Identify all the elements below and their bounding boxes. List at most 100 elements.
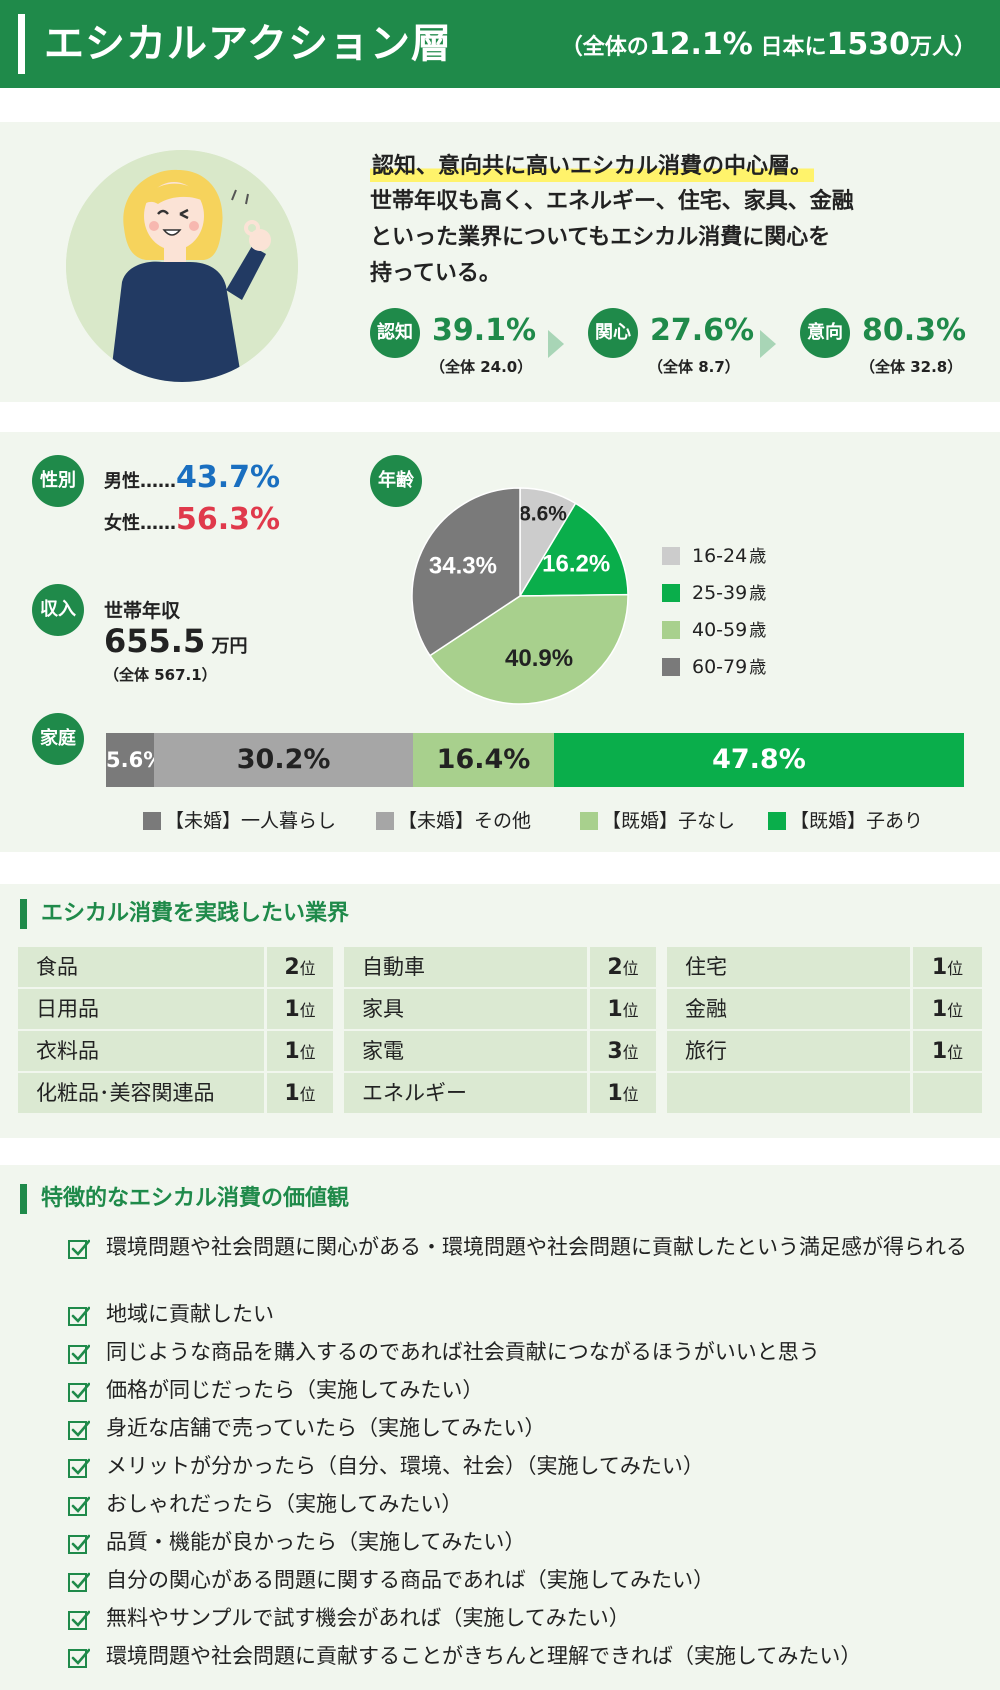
legend-swatch	[768, 812, 786, 830]
legend-unit: 歳	[749, 658, 767, 678]
legend-swatch	[376, 812, 394, 830]
age-tag: 年齢	[370, 455, 422, 507]
pie-slice-label: 16.2%	[542, 551, 610, 578]
rank-number: 2	[607, 955, 623, 980]
industry-rank-cell: 1位	[590, 989, 656, 1029]
legend-swatch	[662, 584, 680, 602]
industry-rank-cell	[913, 1073, 982, 1113]
checkbox-checked-icon	[68, 1382, 90, 1402]
checkbox-checked-icon	[68, 1610, 90, 1630]
age-legend-item: 16-24 歳	[662, 545, 766, 568]
metric-label: 関心	[588, 308, 638, 358]
industry-rank-cell: 1位	[913, 947, 982, 987]
metric-value: 39.1%	[432, 313, 537, 348]
family-legend-item: 【未婚】その他	[376, 806, 531, 833]
subtitle-population: 1530	[826, 27, 910, 62]
rank-number: 2	[284, 955, 300, 980]
value-item-text: 同じような商品を購入するのであれば社会貢献につながるほうがいいと思う	[106, 1340, 820, 1364]
income-label: 世帯年収	[104, 600, 181, 622]
legend-label: 60-79	[692, 656, 748, 678]
page-title: エシカルアクション層	[44, 21, 452, 67]
legend-swatch	[662, 658, 680, 676]
income-note: （全体 567.1）	[104, 666, 217, 684]
checkbox-checked-icon	[68, 1458, 90, 1478]
rank-unit: 位	[622, 1085, 639, 1104]
value-item-text: 地域に貢献したい	[106, 1302, 274, 1326]
female-row: 女性……56.3%	[104, 502, 280, 537]
header-banner: エシカルアクション層 （全体の12.1% 日本に1530万人）	[0, 0, 1000, 88]
age-pie-chart: 8.6% 16.2% 40.9% 34.3%	[411, 487, 629, 705]
arrow-right-icon	[548, 330, 564, 358]
value-item-text: 品質・機能が良かったら（実施してみたい）	[106, 1530, 526, 1554]
pie-slice-40-59	[428, 593, 629, 705]
legend-unit: 歳	[749, 621, 767, 641]
value-item-text: おしゃれだったら（実施してみたい）	[106, 1492, 463, 1516]
arrow-right-icon	[760, 330, 776, 358]
value-item-text: 環境問題や社会問題に関心がある・環境問題や社会問題に貢献したという満足感が得られ…	[106, 1235, 967, 1259]
rank-number: 1	[931, 955, 948, 980]
industry-name-cell: 日用品	[18, 989, 264, 1029]
rank-number: 1	[284, 1039, 300, 1064]
rank-unit: 位	[622, 1043, 639, 1062]
age-legend-item: 40-59 歳	[662, 619, 766, 642]
male-row: 男性……43.7%	[104, 460, 280, 495]
rank-unit: 位	[299, 1001, 316, 1020]
value-item-text: 価格が同じだったら（実施してみたい）	[106, 1378, 484, 1402]
rank-number: 1	[607, 997, 623, 1022]
legend-swatch	[662, 621, 680, 639]
value-item-text: 無料やサンプルで試す機会があれば（実施してみたい）	[106, 1606, 630, 1630]
rank-number: 1	[607, 1081, 623, 1106]
persona-illustration	[66, 150, 298, 382]
checkbox-checked-icon	[68, 1306, 90, 1326]
industry-name-cell: 家電	[344, 1031, 587, 1071]
age-legend-item: 25-39 歳	[662, 582, 766, 605]
rank-unit: 位	[622, 1001, 639, 1020]
age-legend-item: 60-79 歳	[662, 656, 766, 679]
values-panel	[0, 1165, 1000, 1690]
family-bar-segment: 30.2%	[154, 733, 414, 787]
legend-swatch	[580, 812, 598, 830]
persona-woman-icon	[66, 150, 298, 382]
industry-name-cell: 住宅	[667, 947, 910, 987]
summary-description: 世帯年収も高く、エネルギー、住宅、家具、金融 といった業界についてもエシカル消費…	[370, 184, 950, 292]
rank-number: 3	[607, 1039, 623, 1064]
male-value: 43.7%	[176, 460, 281, 495]
male-label: 男性……	[104, 471, 176, 492]
values-title: 特徴的なエシカル消費の価値観	[20, 1184, 349, 1214]
industry-name-cell: 金融	[667, 989, 910, 1029]
rank-number: 1	[284, 1081, 300, 1106]
industry-rank-cell: 1位	[913, 1031, 982, 1071]
industry-rank-cell: 1位	[267, 1031, 333, 1071]
family-legend-item: 【未婚】一人暮らし	[143, 806, 336, 833]
header-subtitle: （全体の12.1% 日本に1530万人）	[561, 28, 976, 65]
legend-unit: 歳	[749, 584, 767, 604]
header-accent-bar	[18, 14, 25, 74]
subtitle-mid: 日本に	[760, 35, 827, 60]
rank-unit: 位	[947, 1043, 964, 1062]
subtitle-prefix: （全体の	[560, 35, 649, 60]
female-label: 女性……	[104, 513, 176, 534]
age-legend: 16-24 歳 25-39 歳 40-59 歳 60-79 歳	[662, 545, 802, 685]
value-item-text: 自分の関心がある問題に関する商品であれば（実施してみたい）	[106, 1568, 715, 1592]
family-bar-segment: 47.8%	[553, 733, 964, 787]
industry-name-cell: 衣料品	[18, 1031, 264, 1071]
value-item-text: メリットが分かったら（自分、環境、社会）（実施してみたい）	[106, 1454, 704, 1478]
summary-line: といった業界についてもエシカル消費に関心を	[370, 225, 831, 250]
rank-unit: 位	[299, 1085, 316, 1104]
rank-unit: 位	[299, 1043, 316, 1062]
rank-unit: 位	[622, 959, 639, 978]
industry-rank-cell: 2位	[590, 947, 656, 987]
pie-slice-label: 34.3%	[429, 552, 497, 579]
industry-name-cell: 旅行	[667, 1031, 910, 1071]
female-value: 56.3%	[176, 502, 281, 537]
industry-rank-cell: 2位	[267, 947, 333, 987]
industry-rank-cell: 3位	[590, 1031, 656, 1071]
summary-line: 世帯年収も高く、エネルギー、住宅、家具、金融	[370, 189, 854, 214]
legend-swatch	[662, 547, 680, 565]
checkbox-checked-icon	[68, 1239, 90, 1259]
metric-note: （全体 32.8）	[860, 358, 963, 376]
summary-line: 持っている。	[370, 261, 501, 286]
checkbox-checked-icon	[68, 1534, 90, 1554]
pie-slice-25-39	[518, 502, 629, 597]
legend-label: 【未婚】一人暮らし	[165, 810, 337, 832]
